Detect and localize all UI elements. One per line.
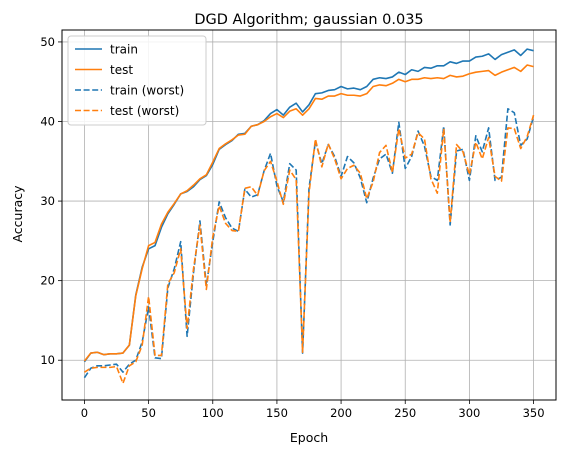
y-tick-label: 30 bbox=[40, 194, 55, 208]
x-tick-label: 0 bbox=[81, 406, 88, 420]
legend: train test train (worst) test (worst) bbox=[67, 35, 207, 126]
axis-ticks: 0 50 100 150 200 250 300 350 10 20 30 40 50 bbox=[40, 35, 544, 420]
x-tick-label: 200 bbox=[330, 406, 352, 420]
chart-title: DGD Algorithm; gaussian 0.035 bbox=[194, 12, 423, 28]
legend-label: train (worst) bbox=[110, 84, 184, 98]
legend-label: train bbox=[110, 43, 138, 57]
legend-label: test (worst) bbox=[110, 104, 179, 118]
y-tick-label: 20 bbox=[40, 274, 55, 288]
y-tick-label: 10 bbox=[40, 353, 55, 367]
y-tick-label: 40 bbox=[40, 115, 55, 129]
legend-label: test bbox=[110, 63, 133, 77]
series-line-test bbox=[83, 64, 534, 362]
legend-box bbox=[67, 35, 207, 126]
x-tick-label: 350 bbox=[523, 406, 545, 420]
plot-series bbox=[83, 48, 535, 385]
x-tick-label: 250 bbox=[394, 406, 416, 420]
x-tick-label: 50 bbox=[141, 406, 156, 420]
plot-area-frame bbox=[61, 29, 557, 401]
series-line-train bbox=[83, 48, 534, 363]
series-line-test-worst bbox=[84, 114, 535, 385]
y-tick-label: 50 bbox=[40, 35, 55, 49]
y-axis-label: Accuracy bbox=[10, 185, 25, 243]
x-tick-label: 300 bbox=[458, 406, 480, 420]
x-tick-label: 150 bbox=[266, 406, 288, 420]
x-axis-label: Epoch bbox=[290, 430, 328, 445]
x-tick-label: 100 bbox=[202, 406, 224, 420]
